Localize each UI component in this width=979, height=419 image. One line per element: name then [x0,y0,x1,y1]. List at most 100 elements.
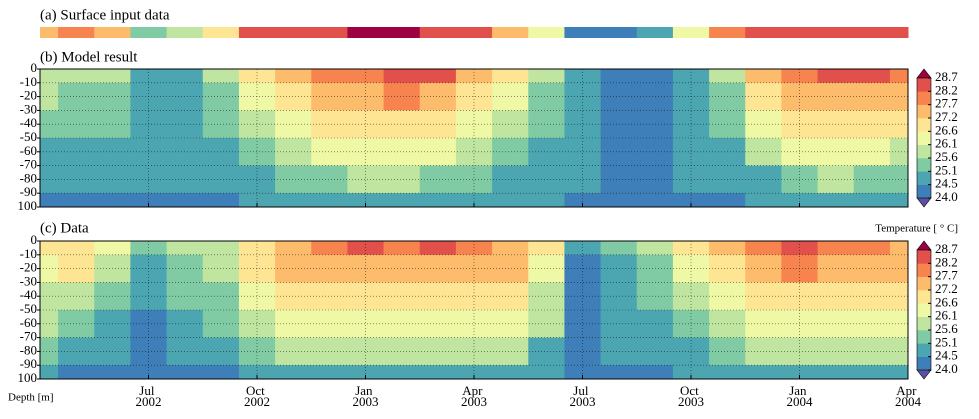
contour-cell [672,241,710,256]
colorbar-extension [916,68,932,79]
contour-cell [419,110,457,139]
contour-cell [672,69,710,84]
colorbar-extension [916,197,932,208]
contour-cell [492,254,529,283]
contour-cell [238,365,276,380]
surface-cell [166,27,204,38]
contour-cell [383,337,421,366]
contour-cell [419,310,457,339]
colorbar-tick-label: 25.6 [935,149,958,164]
contour-cell [311,241,348,256]
contour-cell [564,365,602,380]
y-tick-label: -80 [20,342,37,357]
contour-cell [528,138,565,167]
surface-cell [817,27,855,38]
contour-cell [40,241,59,256]
contour-cell [238,282,276,311]
contour-cell [672,365,710,380]
contour-cell [853,365,891,380]
contour-cell [311,193,348,208]
contour-cell [889,337,909,366]
contour-cell [492,138,529,167]
contour-cell [383,310,421,339]
contour-cell [564,138,602,167]
contour-cell [311,110,348,139]
y-tick-label: 100 [18,370,38,385]
contour-cell [600,193,638,208]
contour-cell [275,82,312,111]
contour-cell [419,82,457,111]
colorbar-tick-label: 28.7 [935,241,958,256]
contour-cell [347,282,385,311]
colorbar-tick-label: 26.1 [935,308,958,323]
contour-cell [419,365,457,380]
contour-cell [455,69,493,84]
contour-cell [528,241,565,256]
contour-cell [564,241,602,256]
x-tick-label: Apr 2003 [461,383,487,409]
contour-cell [672,193,710,208]
contour-cell [419,69,457,84]
y-tick-label: 0 [31,60,38,75]
colorbar-bin [917,316,931,331]
contour-cell [600,241,638,256]
contour-cell [311,282,348,311]
colorbar-bin [917,184,931,199]
contour-cell [419,193,457,208]
contour-cell [492,310,529,339]
x-tick-label: Jan 2004 [787,383,814,409]
contour-cell [528,193,565,208]
contour-cell [202,365,240,380]
contour-cell [419,138,457,167]
contour-cell [130,241,168,256]
surface-cell [853,27,891,38]
colorbar-tick-label: 26.6 [935,122,958,137]
colorbar-tick-label: 25.1 [935,334,958,349]
surface-cell [709,27,746,38]
contour-cell [889,282,909,311]
contour-cell [275,337,312,366]
contour-cell [383,365,421,380]
contour-cell [311,365,348,380]
surface-cell [889,27,909,38]
y-tick-label: -70 [20,329,37,344]
contour-cell [275,282,312,311]
contour-cell [311,337,348,366]
contour-cell [528,110,565,139]
contour-cell [238,69,276,84]
contour-cell [94,69,131,84]
surface-cell [564,27,602,38]
surface-cell [600,27,638,38]
contour-cell [709,193,746,208]
contour-cell [889,82,909,111]
y-tick-label: -50 [20,129,37,144]
contour-cell [311,82,348,111]
contour-cell [853,241,891,256]
y-tick-label: -40 [20,115,37,130]
contour-cell [492,165,529,194]
y-tick-label: -90 [20,356,37,371]
contour-cell [564,282,602,311]
contour-cell [383,110,421,139]
y-tick-label: -20 [20,88,37,103]
contour-cell [889,310,909,339]
contour-cell [636,365,674,380]
y-tick-label: -30 [20,101,37,116]
contour-cell [58,193,95,208]
contour-cell [709,69,746,84]
colorbar-bin [917,91,931,105]
contour-cell [166,193,204,208]
y-tick-label: -90 [20,184,37,199]
colorbar-bin [917,118,931,132]
contour-cell [166,365,204,380]
surface-cell [745,27,782,38]
surface-cell [130,27,168,38]
y-tick-label: -60 [20,143,37,158]
contour-cell [455,110,493,139]
contour-cell [853,193,891,208]
contour-cell [275,69,312,84]
contour-cell [383,82,421,111]
contour-cell [455,193,493,208]
contour-cell [492,69,529,84]
surface-cell [238,27,276,38]
